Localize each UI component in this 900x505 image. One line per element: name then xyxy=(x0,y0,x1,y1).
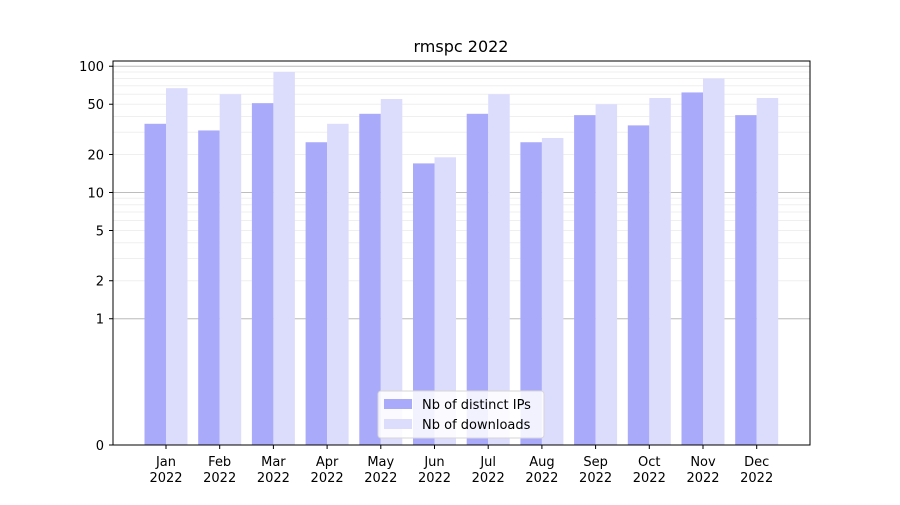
bar-downloads xyxy=(541,138,564,445)
x-tick-label-year: 2022 xyxy=(740,471,773,486)
x-tick-label-month: Dec xyxy=(744,455,769,470)
y-tick-label: 10 xyxy=(87,186,104,201)
x-tick-label-month: Aug xyxy=(529,455,554,470)
y-tick-label: 5 xyxy=(96,224,104,239)
x-tick-label-month: Nov xyxy=(690,455,716,470)
bar-distinct-ips xyxy=(198,130,220,445)
x-tick-label-year: 2022 xyxy=(311,471,344,486)
bar-downloads xyxy=(703,78,725,445)
bar-downloads xyxy=(434,157,456,445)
chart-title: rmspc 2022 xyxy=(414,37,509,56)
x-tick-label-year: 2022 xyxy=(203,471,236,486)
bar-downloads xyxy=(273,72,295,445)
bar-distinct-ips xyxy=(305,142,328,445)
legend-swatch xyxy=(384,399,412,409)
x-tick-label-year: 2022 xyxy=(257,471,290,486)
x-tick-label-year: 2022 xyxy=(472,471,505,486)
bar-downloads xyxy=(380,99,403,445)
bar-distinct-ips xyxy=(251,103,274,446)
x-tick-label-month: Jul xyxy=(479,455,496,470)
x-tick-label-month: Feb xyxy=(208,455,231,470)
x-tick-label-year: 2022 xyxy=(364,471,397,486)
x-tick-label-month: Sep xyxy=(583,455,608,470)
legend-box xyxy=(377,390,545,439)
bar-distinct-ips xyxy=(413,163,435,445)
x-tick-label-month: May xyxy=(367,455,394,470)
y-tick-label: 50 xyxy=(87,98,104,113)
bar-downloads xyxy=(595,104,618,445)
legend-label: Nb of downloads xyxy=(422,418,531,433)
bar-distinct-ips xyxy=(627,125,650,445)
x-tick-label-year: 2022 xyxy=(633,471,666,486)
x-tick-label-month: Jan xyxy=(155,455,176,470)
y-tick-label: 20 xyxy=(87,148,104,163)
x-tick-label-year: 2022 xyxy=(525,471,558,486)
bar-downloads xyxy=(649,98,671,446)
x-tick-label-month: Apr xyxy=(316,455,339,470)
bar-distinct-ips xyxy=(574,115,596,446)
axes: 0125102050100Jan2022Feb2022Mar2022Apr202… xyxy=(79,60,811,486)
bar-distinct-ips xyxy=(735,115,757,446)
bar-downloads xyxy=(756,98,779,446)
x-tick-label-year: 2022 xyxy=(579,471,612,486)
x-tick-label-year: 2022 xyxy=(149,471,182,486)
bar-downloads xyxy=(327,123,349,445)
bar-distinct-ips xyxy=(681,92,703,445)
bar-distinct-ips xyxy=(144,123,166,445)
y-tick-label: 2 xyxy=(96,275,104,290)
bar-distinct-ips xyxy=(359,113,381,445)
legend-swatch xyxy=(384,419,412,429)
legend: Nb of distinct IPs Nb of downloads xyxy=(377,390,545,439)
x-tick-label-year: 2022 xyxy=(418,471,451,486)
y-tick-label: 0 xyxy=(96,439,104,454)
bar-distinct-ips xyxy=(520,142,542,445)
y-tick-label: 1 xyxy=(96,313,104,328)
legend-label: Nb of distinct IPs xyxy=(422,398,531,413)
bar-downloads xyxy=(166,88,188,445)
bar-distinct-ips xyxy=(466,113,489,445)
x-tick-label-month: Mar xyxy=(261,455,286,470)
plot-frame xyxy=(112,60,811,446)
x-tick-label-year: 2022 xyxy=(686,471,719,486)
bar-downloads xyxy=(219,94,242,445)
y-tick-label: 100 xyxy=(79,60,104,75)
bar-downloads xyxy=(488,94,510,445)
x-tick-label-month: Jun xyxy=(423,455,444,470)
x-tick-label-month: Oct xyxy=(638,455,660,470)
bars xyxy=(144,72,779,446)
